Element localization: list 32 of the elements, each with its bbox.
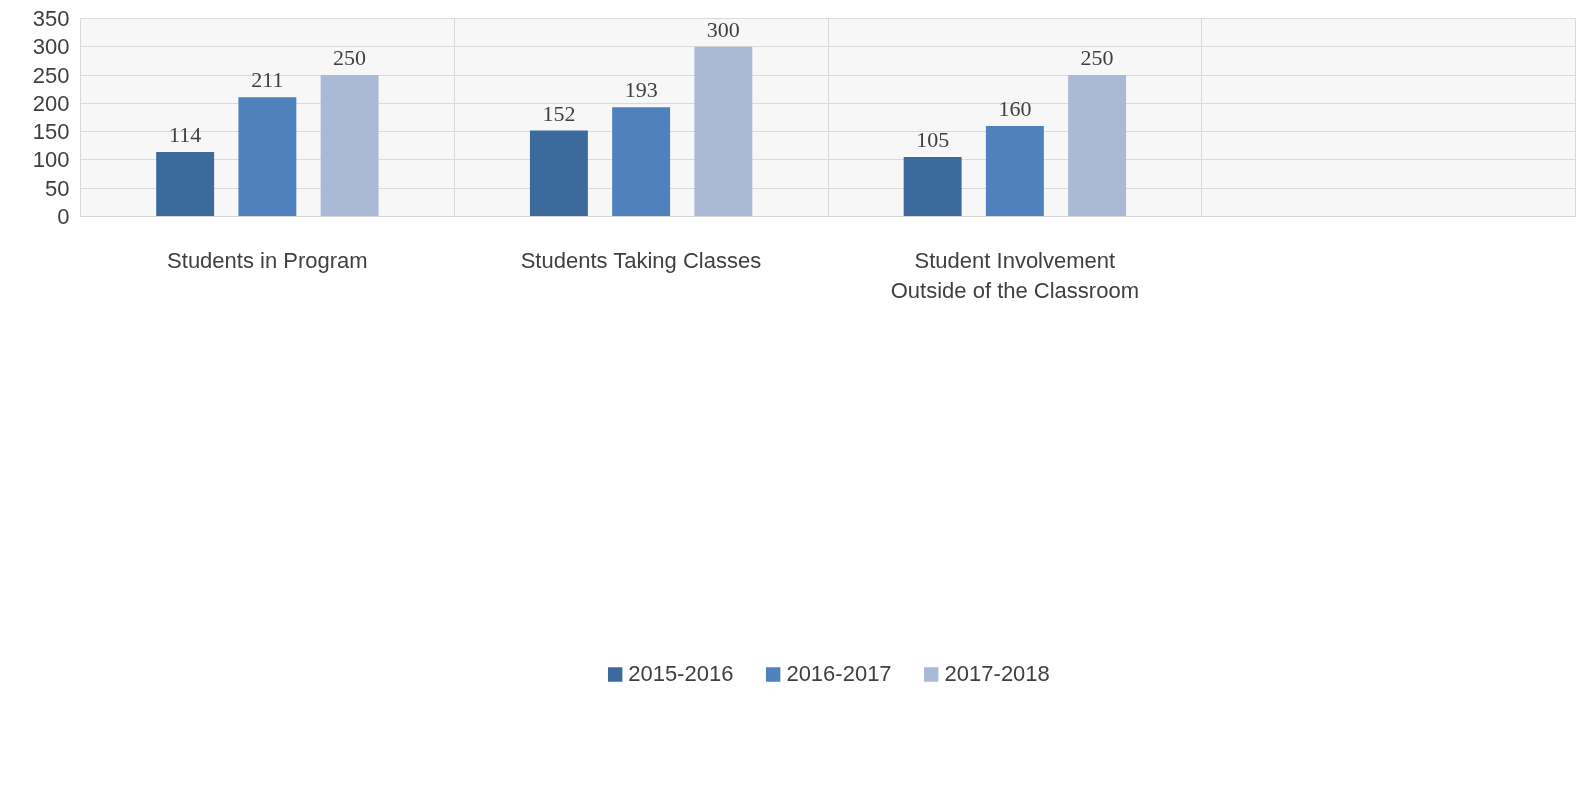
legend-label: 2017-2018: [944, 660, 1050, 687]
data-label: 250: [333, 45, 367, 71]
data-label: 211: [251, 67, 284, 93]
bar: [694, 46, 753, 217]
bar: [903, 157, 962, 217]
legend-label: 2016-2017: [786, 660, 892, 687]
x-tick-label: Students Taking Classes: [520, 247, 762, 273]
bar: [238, 97, 297, 217]
data-label: 152: [542, 100, 576, 126]
y-tick-label: 0: [57, 204, 70, 229]
data-label: 105: [916, 127, 950, 153]
data-label: 114: [169, 122, 202, 148]
bar: [156, 152, 215, 217]
y-tick-label: 250: [32, 62, 70, 88]
bar: [1068, 75, 1127, 217]
y-tick-label: 100: [32, 147, 70, 173]
data-label: 250: [1080, 45, 1114, 71]
x-tick-label: Student Involvement Outside of the Classroom: [890, 247, 1139, 303]
y-tick-label: 150: [32, 119, 70, 145]
y-tick-label: 300: [32, 34, 70, 60]
bar: [985, 125, 1044, 217]
bar: [612, 107, 671, 217]
y-tick-label: 200: [32, 90, 70, 116]
y-tick-label: 350: [32, 6, 70, 31]
data-label: 300: [706, 16, 740, 42]
bar: [529, 130, 588, 217]
legend-label: 2015-2016: [628, 660, 734, 687]
data-label: 160: [998, 95, 1032, 121]
bar: [320, 75, 379, 217]
y-tick-label: 50: [45, 175, 70, 201]
x-tick-label: Students in Program: [167, 247, 368, 273]
data-label: 193: [624, 77, 658, 103]
